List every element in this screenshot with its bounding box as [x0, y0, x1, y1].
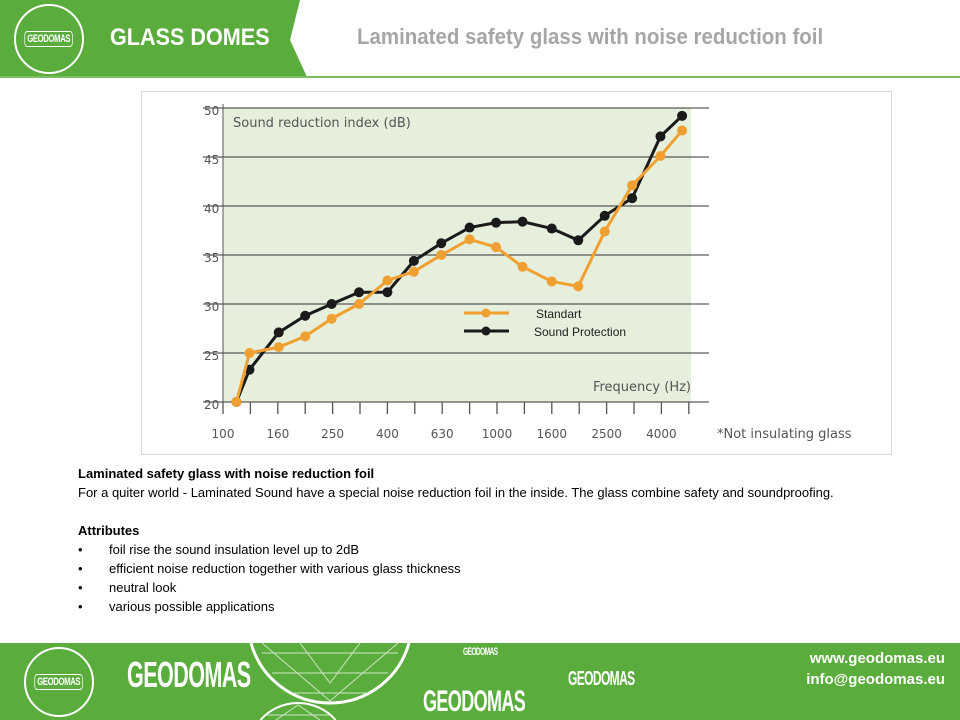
- y-tick-label: 40: [204, 202, 219, 216]
- data-point: [382, 287, 393, 298]
- attribute-item: neutral look: [78, 578, 878, 597]
- x-tick-label: 630: [431, 427, 454, 441]
- y-tick-label: 50: [204, 104, 219, 118]
- footer-logo-text: GEODOMAS: [34, 674, 84, 690]
- y-tick-label: 30: [204, 300, 219, 314]
- dome-graphic: [249, 643, 411, 705]
- legend-sound-protection-marker: [481, 326, 491, 336]
- data-point: [408, 255, 419, 266]
- data-point: [273, 327, 284, 338]
- legend-sound-protection-label: Sound Protection: [534, 325, 626, 339]
- data-point: [677, 110, 688, 121]
- x-tick-label: 2500: [591, 427, 622, 441]
- attribute-item: efficient noise reduction together with …: [78, 559, 878, 578]
- footer-wordmark-mid: GEODOMAS: [568, 668, 635, 690]
- data-point: [464, 222, 475, 233]
- attributes-list: foil rise the sound insulation level up …: [78, 540, 878, 616]
- data-point: [599, 210, 610, 221]
- x-tick-label: 250: [321, 427, 344, 441]
- chart-note: *Not insulating glass: [717, 427, 852, 442]
- logo-text: GEODOMAS: [24, 31, 74, 47]
- data-point: [354, 299, 365, 309]
- description-heading: Laminated safety glass with noise reduct…: [78, 466, 375, 481]
- legend-standart-label: Standart: [536, 307, 582, 321]
- x-tick-label: 1600: [537, 427, 568, 441]
- data-point: [573, 235, 584, 246]
- x-tick-label: 400: [376, 427, 399, 441]
- data-point: [627, 193, 638, 204]
- dome-decoration: [249, 643, 411, 720]
- y-axis-title: Sound reduction index (dB): [233, 116, 411, 131]
- legend-standart-marker: [481, 308, 491, 318]
- x-tick-label: 4000: [646, 427, 677, 441]
- x-tick-label: 1000: [482, 427, 513, 441]
- data-point: [546, 223, 557, 234]
- data-point: [300, 310, 311, 321]
- description-body: For a quiter world - Laminated Sound hav…: [78, 485, 834, 500]
- y-tick-label: 35: [204, 251, 219, 265]
- y-tick-label: 45: [204, 153, 219, 167]
- data-point: [655, 131, 666, 142]
- data-point: [231, 397, 242, 407]
- data-point: [244, 348, 255, 358]
- x-tick-label: 100: [212, 427, 235, 441]
- email-link[interactable]: info@geodomas.eu: [806, 671, 945, 688]
- footer-logo: GEODOMAS: [24, 647, 94, 717]
- data-point: [436, 238, 447, 249]
- data-point: [408, 266, 419, 277]
- data-point: [382, 275, 393, 286]
- header-divider: [0, 76, 960, 78]
- website-link[interactable]: www.geodomas.eu: [809, 650, 945, 667]
- data-point: [627, 180, 638, 191]
- brand-title: GLASS DOMES: [110, 24, 270, 51]
- dome-mesh: [266, 704, 330, 720]
- data-point: [546, 276, 557, 287]
- x-tick-label: 160: [266, 427, 289, 441]
- data-point: [326, 313, 337, 324]
- y-tick-label: 20: [204, 398, 219, 412]
- data-point: [436, 250, 447, 260]
- legend: Standart Sound Protection: [464, 307, 626, 339]
- data-point: [491, 217, 502, 228]
- y-tick-label: 25: [204, 349, 219, 363]
- footer: GEODOMAS GEODOMAS GEODOMAS GEODOMAS GEOD…: [0, 643, 960, 720]
- series-line-sound-protection: [235, 114, 684, 403]
- slide-title: Laminated safety glass with noise reduct…: [357, 24, 824, 49]
- data-point: [326, 299, 337, 309]
- data-point: [273, 342, 284, 353]
- data-point: [517, 216, 528, 227]
- data-point: [677, 125, 688, 136]
- description: Laminated safety glass with noise reduct…: [78, 464, 878, 616]
- footer-wordmark: GEODOMAS: [127, 654, 251, 695]
- geodomas-logo: GEODOMAS: [14, 4, 84, 74]
- attribute-item: foil rise the sound insulation level up …: [78, 540, 878, 559]
- dome-graphic: [259, 702, 337, 720]
- data-point: [354, 287, 365, 298]
- attributes-heading: Attributes: [78, 523, 140, 538]
- footer-wordmark-small: GEODOMAS: [463, 646, 498, 658]
- sound-reduction-chart: 20 25 30 35 40 45 50 100 160 250 400 630 1000 1600 250…: [141, 91, 892, 455]
- data-point: [491, 242, 502, 253]
- data-point: [573, 281, 584, 292]
- data-point: [464, 234, 475, 245]
- data-point: [517, 261, 528, 272]
- dome-mesh: [261, 643, 399, 702]
- attribute-item: various possible applications: [78, 597, 878, 616]
- chart-svg: 20 25 30 35 40 45 50 100 160 250 400 630 1000 1600 250…: [203, 104, 852, 442]
- data-point: [599, 226, 610, 237]
- data-point: [300, 331, 311, 342]
- data-point: [655, 151, 666, 162]
- x-axis-title: Frequency (Hz): [593, 380, 691, 395]
- footer-wordmark-large: GEODOMAS: [423, 685, 526, 718]
